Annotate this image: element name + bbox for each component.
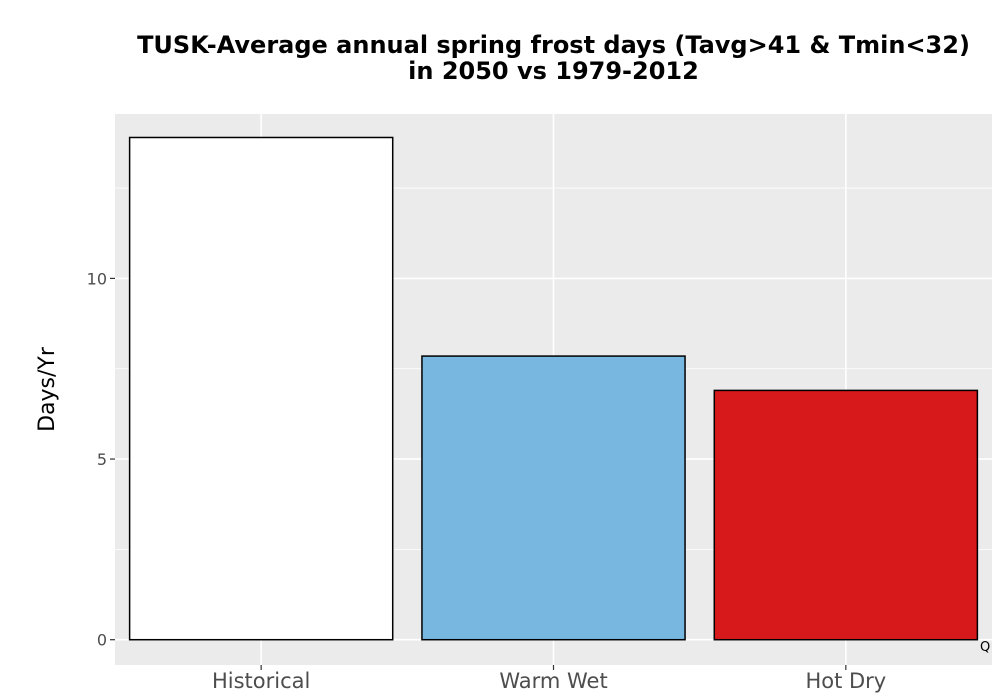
chart-title-line1: TUSK-Average annual spring frost days (T… — [137, 31, 970, 59]
x-tick-label: Warm Wet — [499, 669, 607, 693]
y-axis-label: Days/Yr — [35, 346, 60, 432]
x-tick-label: Hot Dry — [805, 669, 886, 693]
chart-title-line2: in 2050 vs 1979-2012 — [408, 57, 699, 85]
bar-hot-dry — [713, 389, 979, 641]
bar-historical — [128, 136, 394, 641]
corner-note: Q — [980, 640, 991, 655]
y-tick-label: 10 — [87, 269, 107, 288]
x-tick-label: Historical — [212, 669, 310, 693]
y-tick-label: 0 — [97, 631, 107, 650]
bar-warm-wet — [421, 355, 686, 641]
chart-title: TUSK-Average annual spring frost days (T… — [115, 32, 992, 84]
y-tick-label: 5 — [97, 450, 107, 469]
